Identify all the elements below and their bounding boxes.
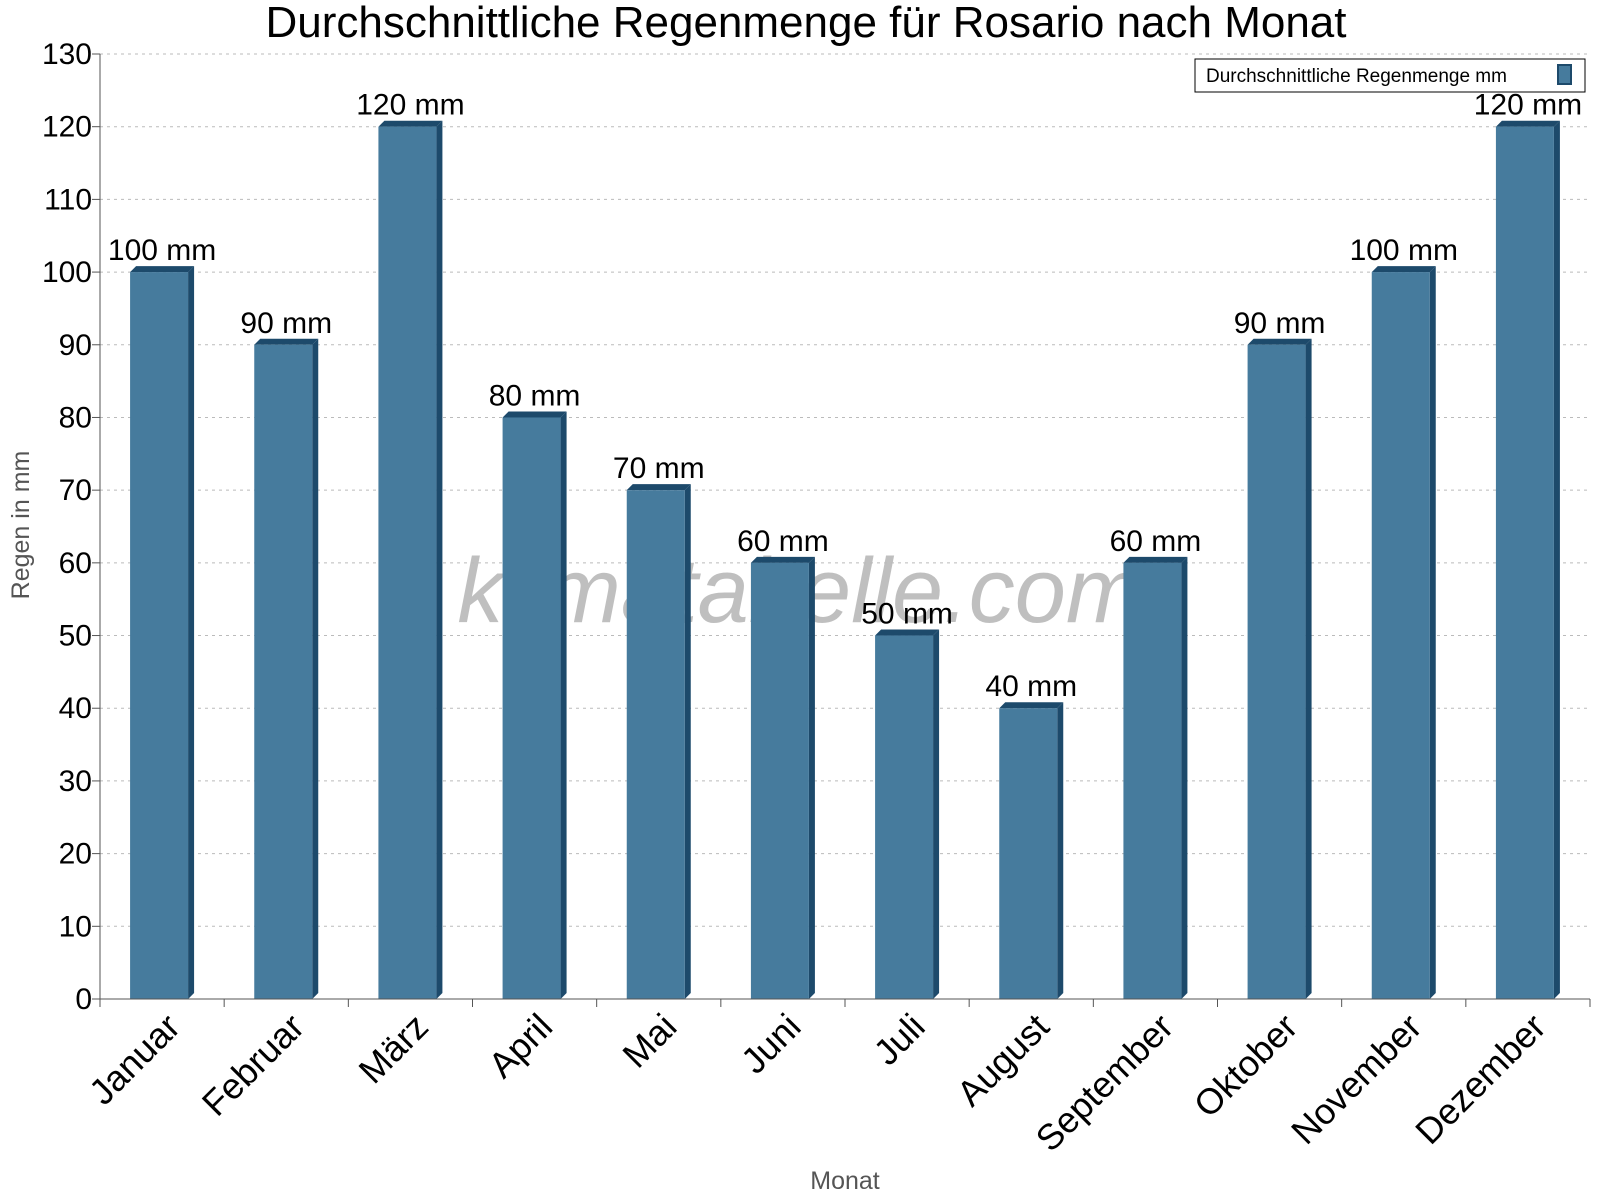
x-tick-label-november: November — [1283, 1006, 1429, 1152]
bar-februar — [254, 344, 313, 999]
bar-januar — [130, 272, 189, 1000]
bar-side-märz — [436, 120, 443, 999]
y-tick-label-60: 60 — [59, 547, 92, 580]
bar-august — [999, 708, 1058, 999]
x-tick-label-april: April — [480, 1006, 560, 1086]
bar-top-juli — [875, 629, 940, 636]
y-tick-label-30: 30 — [59, 765, 92, 798]
bar-side-september — [1181, 556, 1188, 999]
bar-dezember — [1495, 126, 1554, 999]
y-tick-label-70: 70 — [59, 474, 92, 507]
bar-april — [502, 417, 561, 999]
bar-label-juni: 60 mm — [737, 525, 829, 558]
bar-label-dezember: 120 mm — [1474, 89, 1582, 122]
legend-label: Durchschnittliche Regenmenge mm — [1206, 66, 1507, 87]
y-tick-label-10: 10 — [59, 910, 92, 943]
y-tick-label-0: 0 — [75, 983, 92, 1016]
y-tick-label-90: 90 — [59, 329, 92, 362]
x-tick-label-mai: Mai — [614, 1006, 684, 1076]
chart-title: Durchschnittliche Regenmenge für Rosario… — [265, 0, 1346, 47]
bar-oktober — [1247, 344, 1306, 999]
bar-mai — [626, 490, 685, 999]
bar-top-oktober — [1247, 338, 1312, 345]
bar-top-märz — [378, 120, 443, 127]
y-tick-label-40: 40 — [59, 692, 92, 725]
x-tick-label-märz: März — [351, 1006, 437, 1092]
bar-side-dezember — [1553, 120, 1560, 999]
bar-label-oktober: 90 mm — [1234, 307, 1326, 340]
y-axis-label: Regen in mm — [7, 451, 35, 600]
bar-side-august — [1057, 702, 1064, 999]
bar-top-mai — [626, 484, 691, 491]
bar-top-august — [999, 702, 1064, 709]
bars — [130, 120, 1560, 1000]
bar-side-februar — [312, 338, 319, 999]
legend-swatch — [1557, 64, 1572, 85]
bar-label-august: 40 mm — [985, 670, 1077, 703]
y-tick-label-130: 130 — [42, 38, 92, 71]
grid-lines — [100, 53, 1590, 927]
bar-side-juni — [808, 556, 815, 999]
bar-label-april: 80 mm — [489, 379, 581, 412]
legend-box — [1194, 58, 1586, 93]
bar-märz — [378, 126, 437, 999]
bar-top-november — [1371, 266, 1436, 273]
bar-labels: 100 mm 90 mm 120 mm 80 mm 70 mm 60 mm 50 mm 40 … — [108, 89, 1582, 704]
x-tick-label-januar: Januar — [81, 1006, 188, 1113]
bar-side-november — [1429, 266, 1436, 1000]
x-tick-label-oktober: Oktober — [1186, 1006, 1306, 1126]
x-axis-label: Monat — [810, 1167, 880, 1195]
bar-label-november: 100 mm — [1350, 234, 1458, 267]
x-tick-label-juli: Juli — [866, 1006, 933, 1073]
axes — [92, 53, 1591, 1007]
bar-top-januar — [130, 266, 195, 273]
y-tick-label-120: 120 — [42, 111, 92, 144]
bar-top-juni — [750, 556, 815, 563]
bar-side-juli — [933, 629, 940, 999]
x-tick-label-august: August — [949, 1006, 1057, 1114]
bar-label-märz: 120 mm — [356, 89, 464, 122]
bar-side-april — [560, 411, 567, 999]
y-tick-label-80: 80 — [59, 401, 92, 434]
bar-side-mai — [684, 484, 691, 1000]
bar-top-september — [1123, 556, 1188, 563]
bar-label-januar: 100 mm — [108, 234, 216, 267]
y-tick-label-50: 50 — [59, 620, 92, 653]
bar-top-april — [502, 411, 567, 418]
bar-september — [1123, 562, 1182, 999]
bar-top-februar — [254, 338, 319, 345]
y-tick-label-110: 110 — [44, 183, 92, 216]
y-tick-label-20: 20 — [59, 838, 92, 871]
y-tick-labels: 0 10 20 30 40 50 60 70 80 90 100 110 120 130 — [42, 38, 92, 1016]
bar-label-februar: 90 mm — [240, 307, 332, 340]
bar-juli — [875, 635, 934, 999]
bar-november — [1371, 272, 1430, 1000]
bar-label-juli: 50 mm — [861, 598, 953, 631]
bar-side-oktober — [1305, 338, 1312, 999]
y-tick-label-100: 100 — [42, 256, 92, 289]
bar-top-dezember — [1495, 120, 1560, 127]
bar-side-januar — [188, 266, 195, 1000]
x-tick-labels: Januar Februar März April Mai Juni Juli AugustS… — [81, 1006, 1554, 1160]
x-tick-label-februar: Februar — [194, 1006, 312, 1124]
x-tick-label-juni: Juni — [733, 1006, 809, 1082]
bar-label-september: 60 mm — [1110, 525, 1202, 558]
bar-juni — [750, 562, 809, 999]
bar-label-mai: 70 mm — [613, 452, 705, 485]
x-tick-label-dezember: Dezember — [1407, 1006, 1553, 1152]
legend: Durchschnittliche Regenmenge mm — [1194, 58, 1586, 93]
